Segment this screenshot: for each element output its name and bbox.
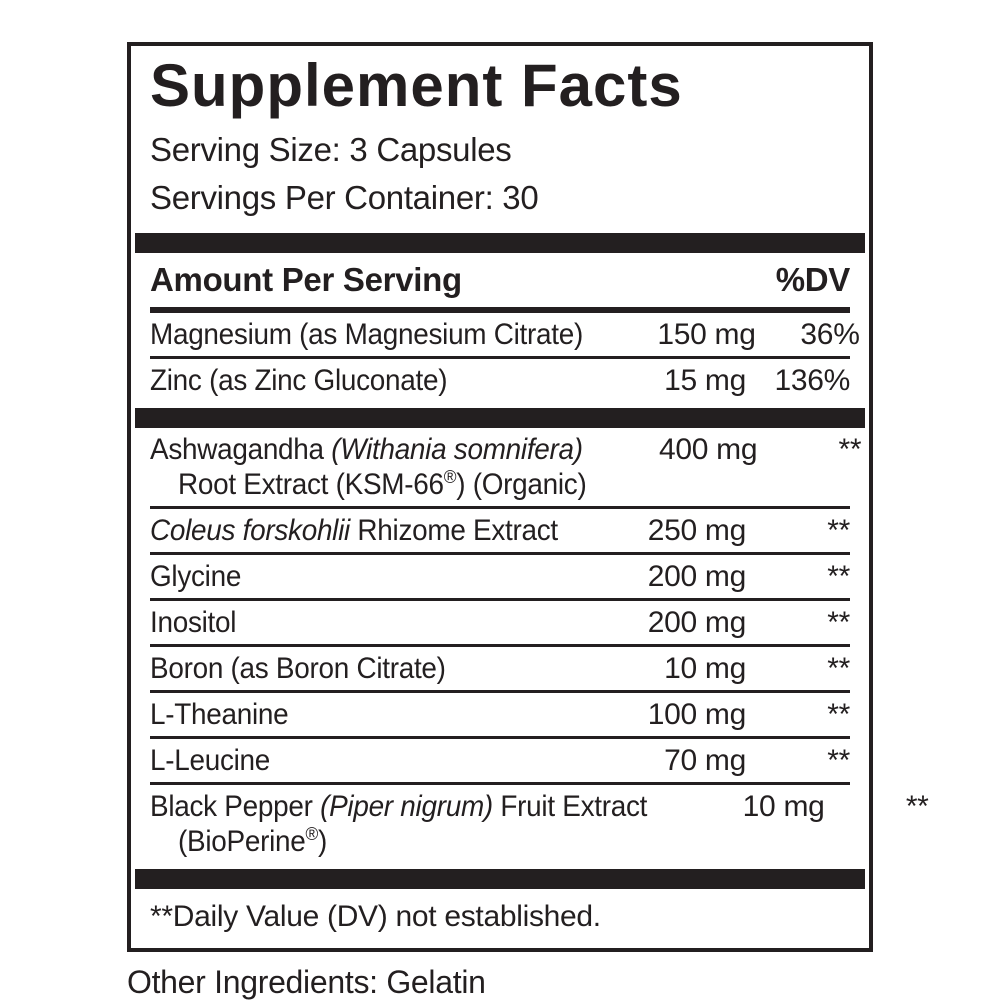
ingredient-name: Boron (as Boron Citrate) bbox=[150, 652, 446, 685]
dv-header: %DV bbox=[775, 261, 851, 298]
ingredient-name: Zinc (as Zinc Gluconate) bbox=[150, 364, 448, 397]
ingredient-name: L-Leucine bbox=[150, 744, 271, 777]
ingredient-dv: 136% bbox=[774, 364, 850, 397]
ingredient-row-l-theanine: L-Theanine 100 mg ** bbox=[150, 693, 850, 739]
thick-divider-bar-bottom bbox=[135, 869, 865, 889]
ingredient-name: Coleus forskohlii Rhizome Extract bbox=[150, 514, 558, 547]
ingredient-name: Magnesium (as Magnesium Citrate) bbox=[150, 318, 583, 351]
other-ingredients: Other Ingredients: Gelatin bbox=[127, 964, 486, 1000]
ingredient-amount: 400 mg bbox=[658, 433, 758, 466]
ingredient-dv: ** bbox=[827, 652, 850, 685]
ingredient-name-line2: (BioPerine®) bbox=[178, 823, 327, 858]
amount-per-serving-header: Amount Per Serving bbox=[150, 261, 462, 298]
ingredient-amount: 250 mg bbox=[647, 514, 747, 547]
thick-divider-bar-middle bbox=[135, 408, 865, 428]
ingredient-dv: ** bbox=[838, 433, 862, 466]
panel-title: Supplement Facts bbox=[150, 52, 683, 119]
ingredient-dv: ** bbox=[827, 698, 850, 731]
ingredient-amount: 10 mg bbox=[742, 790, 825, 823]
table-header: Amount Per Serving %DV bbox=[150, 253, 850, 313]
ingredient-row-black-pepper: Black Pepper (Piper nigrum) Fruit Extrac… bbox=[150, 785, 929, 863]
ingredient-amount: 100 mg bbox=[647, 698, 747, 731]
ingredient-amount: 15 mg bbox=[664, 364, 746, 397]
ingredient-amount: 150 mg bbox=[657, 318, 756, 351]
ingredient-name: Inositol bbox=[150, 606, 237, 639]
ingredient-row-boron: Boron (as Boron Citrate) 10 mg ** bbox=[150, 647, 850, 693]
ingredient-amount: 10 mg bbox=[664, 652, 746, 685]
ingredient-dv: ** bbox=[905, 790, 929, 823]
ingredient-row-ashwagandha: Ashwagandha (Withania somnifera) Root Ex… bbox=[150, 428, 862, 509]
ingredient-dv: ** bbox=[827, 606, 850, 639]
ingredient-amount: 70 mg bbox=[664, 744, 746, 777]
ingredient-row-inositol: Inositol 200 mg ** bbox=[150, 601, 850, 647]
thick-divider-bar-top bbox=[135, 233, 865, 253]
ingredient-name-line2: Root Extract (KSM-66®) (Organic) bbox=[178, 466, 587, 501]
ingredient-name: Glycine bbox=[150, 560, 242, 593]
ingredient-name: Ashwagandha (Withania somnifera) Root Ex… bbox=[150, 432, 617, 502]
ingredient-dv: ** bbox=[827, 514, 850, 547]
ingredient-name: L-Theanine bbox=[150, 698, 289, 731]
ingredient-dv: ** bbox=[827, 560, 850, 593]
serving-size: Serving Size: 3 Capsules bbox=[150, 131, 512, 168]
ingredient-name: Black Pepper (Piper nigrum) Fruit Extrac… bbox=[150, 789, 685, 859]
ingredient-row-coleus: Coleus forskohlii Rhizome Extract 250 mg… bbox=[150, 509, 850, 555]
ingredient-row-magnesium: Magnesium (as Magnesium Citrate) 150 mg … bbox=[150, 313, 860, 359]
registered-trademark-symbol: ® bbox=[305, 823, 318, 844]
ingredient-amount: 200 mg bbox=[647, 560, 747, 593]
supplement-facts-panel: Supplement Facts Serving Size: 3 Capsule… bbox=[127, 42, 929, 952]
ingredient-dv: ** bbox=[827, 744, 850, 777]
ingredient-amount: 200 mg bbox=[647, 606, 747, 639]
servings-per-container: Servings Per Container: 30 bbox=[150, 179, 539, 216]
ingredient-row-l-leucine: L-Leucine 70 mg ** bbox=[150, 739, 850, 785]
registered-trademark-symbol: ® bbox=[443, 466, 457, 487]
ingredient-row-zinc: Zinc (as Zinc Gluconate) 15 mg 136% bbox=[150, 359, 850, 402]
daily-value-footnote: **Daily Value (DV) not established. bbox=[150, 900, 601, 933]
ingredient-dv: 36% bbox=[800, 318, 860, 351]
ingredient-row-glycine: Glycine 200 mg ** bbox=[150, 555, 850, 601]
